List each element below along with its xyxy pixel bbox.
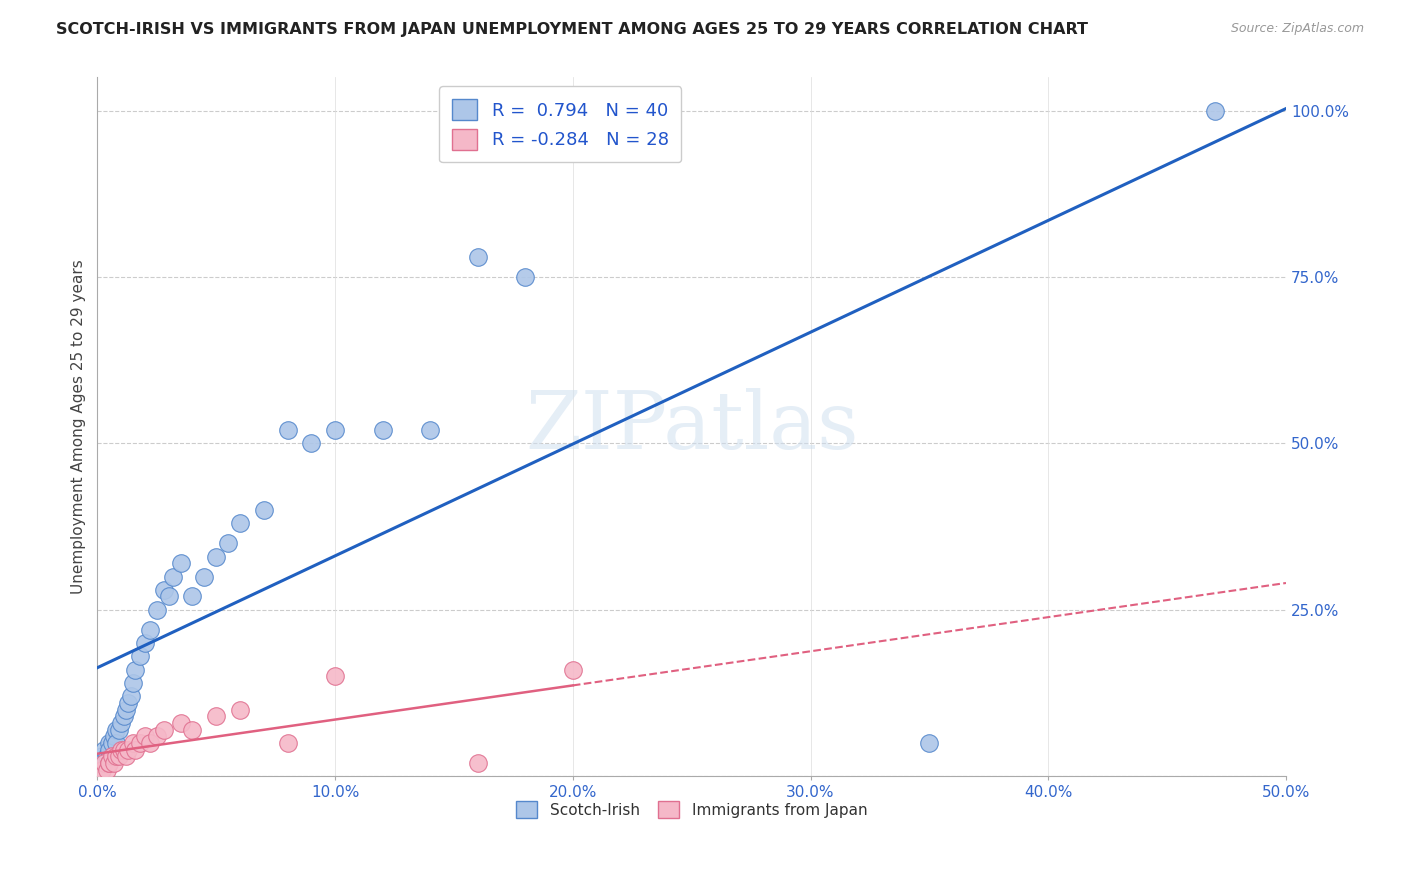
Point: [96, 763, 118, 777]
Point: [181, 723, 204, 737]
Point: [229, 516, 252, 531]
Point: [110, 715, 132, 730]
Point: [98, 756, 121, 770]
Text: SCOTCH-IRISH VS IMMIGRANTS FROM JAPAN UNEMPLOYMENT AMONG AGES 25 TO 29 YEARS COR: SCOTCH-IRISH VS IMMIGRANTS FROM JAPAN UN…: [56, 22, 1088, 37]
Point: [467, 250, 489, 264]
Point: [129, 736, 152, 750]
Point: [253, 503, 276, 517]
Point: [138, 736, 160, 750]
Point: [467, 756, 489, 770]
Point: [134, 636, 156, 650]
Point: [299, 436, 322, 450]
Point: [181, 590, 204, 604]
Point: [138, 623, 160, 637]
Point: [110, 742, 132, 756]
Point: [205, 709, 228, 723]
Point: [229, 703, 252, 717]
Point: [124, 663, 146, 677]
Point: [205, 549, 228, 564]
Point: [122, 676, 145, 690]
Point: [98, 756, 121, 770]
Point: [93, 742, 115, 756]
Y-axis label: Unemployment Among Ages 25 to 29 years: Unemployment Among Ages 25 to 29 years: [72, 260, 86, 594]
Point: [918, 736, 941, 750]
Point: [107, 723, 129, 737]
Point: [93, 756, 115, 770]
Point: [371, 423, 394, 437]
Point: [162, 569, 184, 583]
Point: [115, 749, 138, 764]
Point: [105, 723, 128, 737]
Point: [277, 736, 299, 750]
Point: [124, 742, 146, 756]
Point: [277, 423, 299, 437]
Point: [217, 536, 239, 550]
Point: [169, 715, 191, 730]
Point: [103, 729, 125, 743]
Point: [96, 749, 118, 764]
Point: [153, 582, 176, 597]
Point: [105, 736, 128, 750]
Point: [129, 649, 152, 664]
Point: [107, 749, 129, 764]
Point: [134, 729, 156, 743]
Point: [1204, 103, 1226, 118]
Point: [91, 749, 114, 764]
Point: [103, 756, 125, 770]
Point: [169, 556, 191, 570]
Point: [146, 729, 169, 743]
Text: ZIPatlas: ZIPatlas: [524, 388, 859, 466]
Point: [117, 696, 139, 710]
Point: [323, 423, 346, 437]
Point: [117, 742, 139, 756]
Point: [112, 709, 135, 723]
Point: [115, 703, 138, 717]
Point: [153, 723, 176, 737]
Point: [120, 690, 142, 704]
Point: [419, 423, 441, 437]
Legend: Scotch-Irish, Immigrants from Japan: Scotch-Irish, Immigrants from Japan: [510, 795, 873, 824]
Point: [100, 736, 122, 750]
Point: [91, 763, 114, 777]
Point: [98, 742, 121, 756]
Point: [515, 270, 537, 285]
Point: [146, 603, 169, 617]
Point: [193, 569, 215, 583]
Text: Source: ZipAtlas.com: Source: ZipAtlas.com: [1230, 22, 1364, 36]
Point: [323, 669, 346, 683]
Point: [100, 749, 122, 764]
Point: [112, 742, 135, 756]
Point: [157, 590, 180, 604]
Point: [561, 663, 583, 677]
Point: [98, 736, 121, 750]
Point: [105, 749, 128, 764]
Point: [122, 736, 145, 750]
